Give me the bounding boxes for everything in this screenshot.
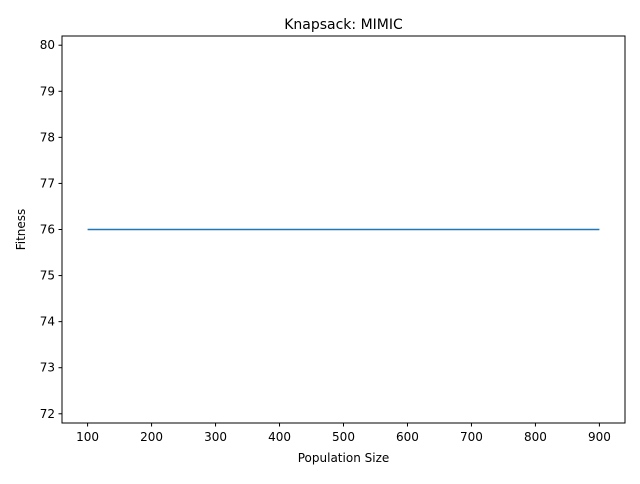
x-tick-label: 400 (268, 430, 291, 444)
x-tick-label: 300 (204, 430, 227, 444)
x-tick-label: 500 (332, 430, 355, 444)
y-tick-label: 78 (40, 130, 55, 144)
x-axis-label: Population Size (298, 451, 390, 465)
y-tick-label: 79 (40, 84, 55, 98)
x-tick-label: 600 (396, 430, 419, 444)
plot-frame (61, 35, 626, 424)
x-tick-label: 700 (460, 430, 483, 444)
x-tick-label: 200 (140, 430, 163, 444)
x-tick-label: 900 (588, 430, 611, 444)
y-axis-ticks: 72 73 74 75 76 77 78 79 80 (40, 38, 62, 421)
y-tick-label: 73 (40, 361, 55, 375)
y-tick-label: 75 (40, 269, 55, 283)
y-tick-label: 77 (40, 176, 55, 190)
y-axis-label: Fitness (14, 209, 28, 251)
chart-title: Knapsack: MIMIC (284, 17, 403, 33)
y-tick-label: 72 (40, 407, 55, 421)
x-axis-ticks: 100 200 300 400 500 600 700 800 900 (76, 423, 611, 444)
y-tick-label: 74 (40, 315, 55, 329)
y-tick-label: 80 (40, 38, 55, 52)
x-tick-label: 100 (76, 430, 99, 444)
y-tick-label: 76 (40, 223, 55, 237)
x-tick-label: 800 (524, 430, 547, 444)
